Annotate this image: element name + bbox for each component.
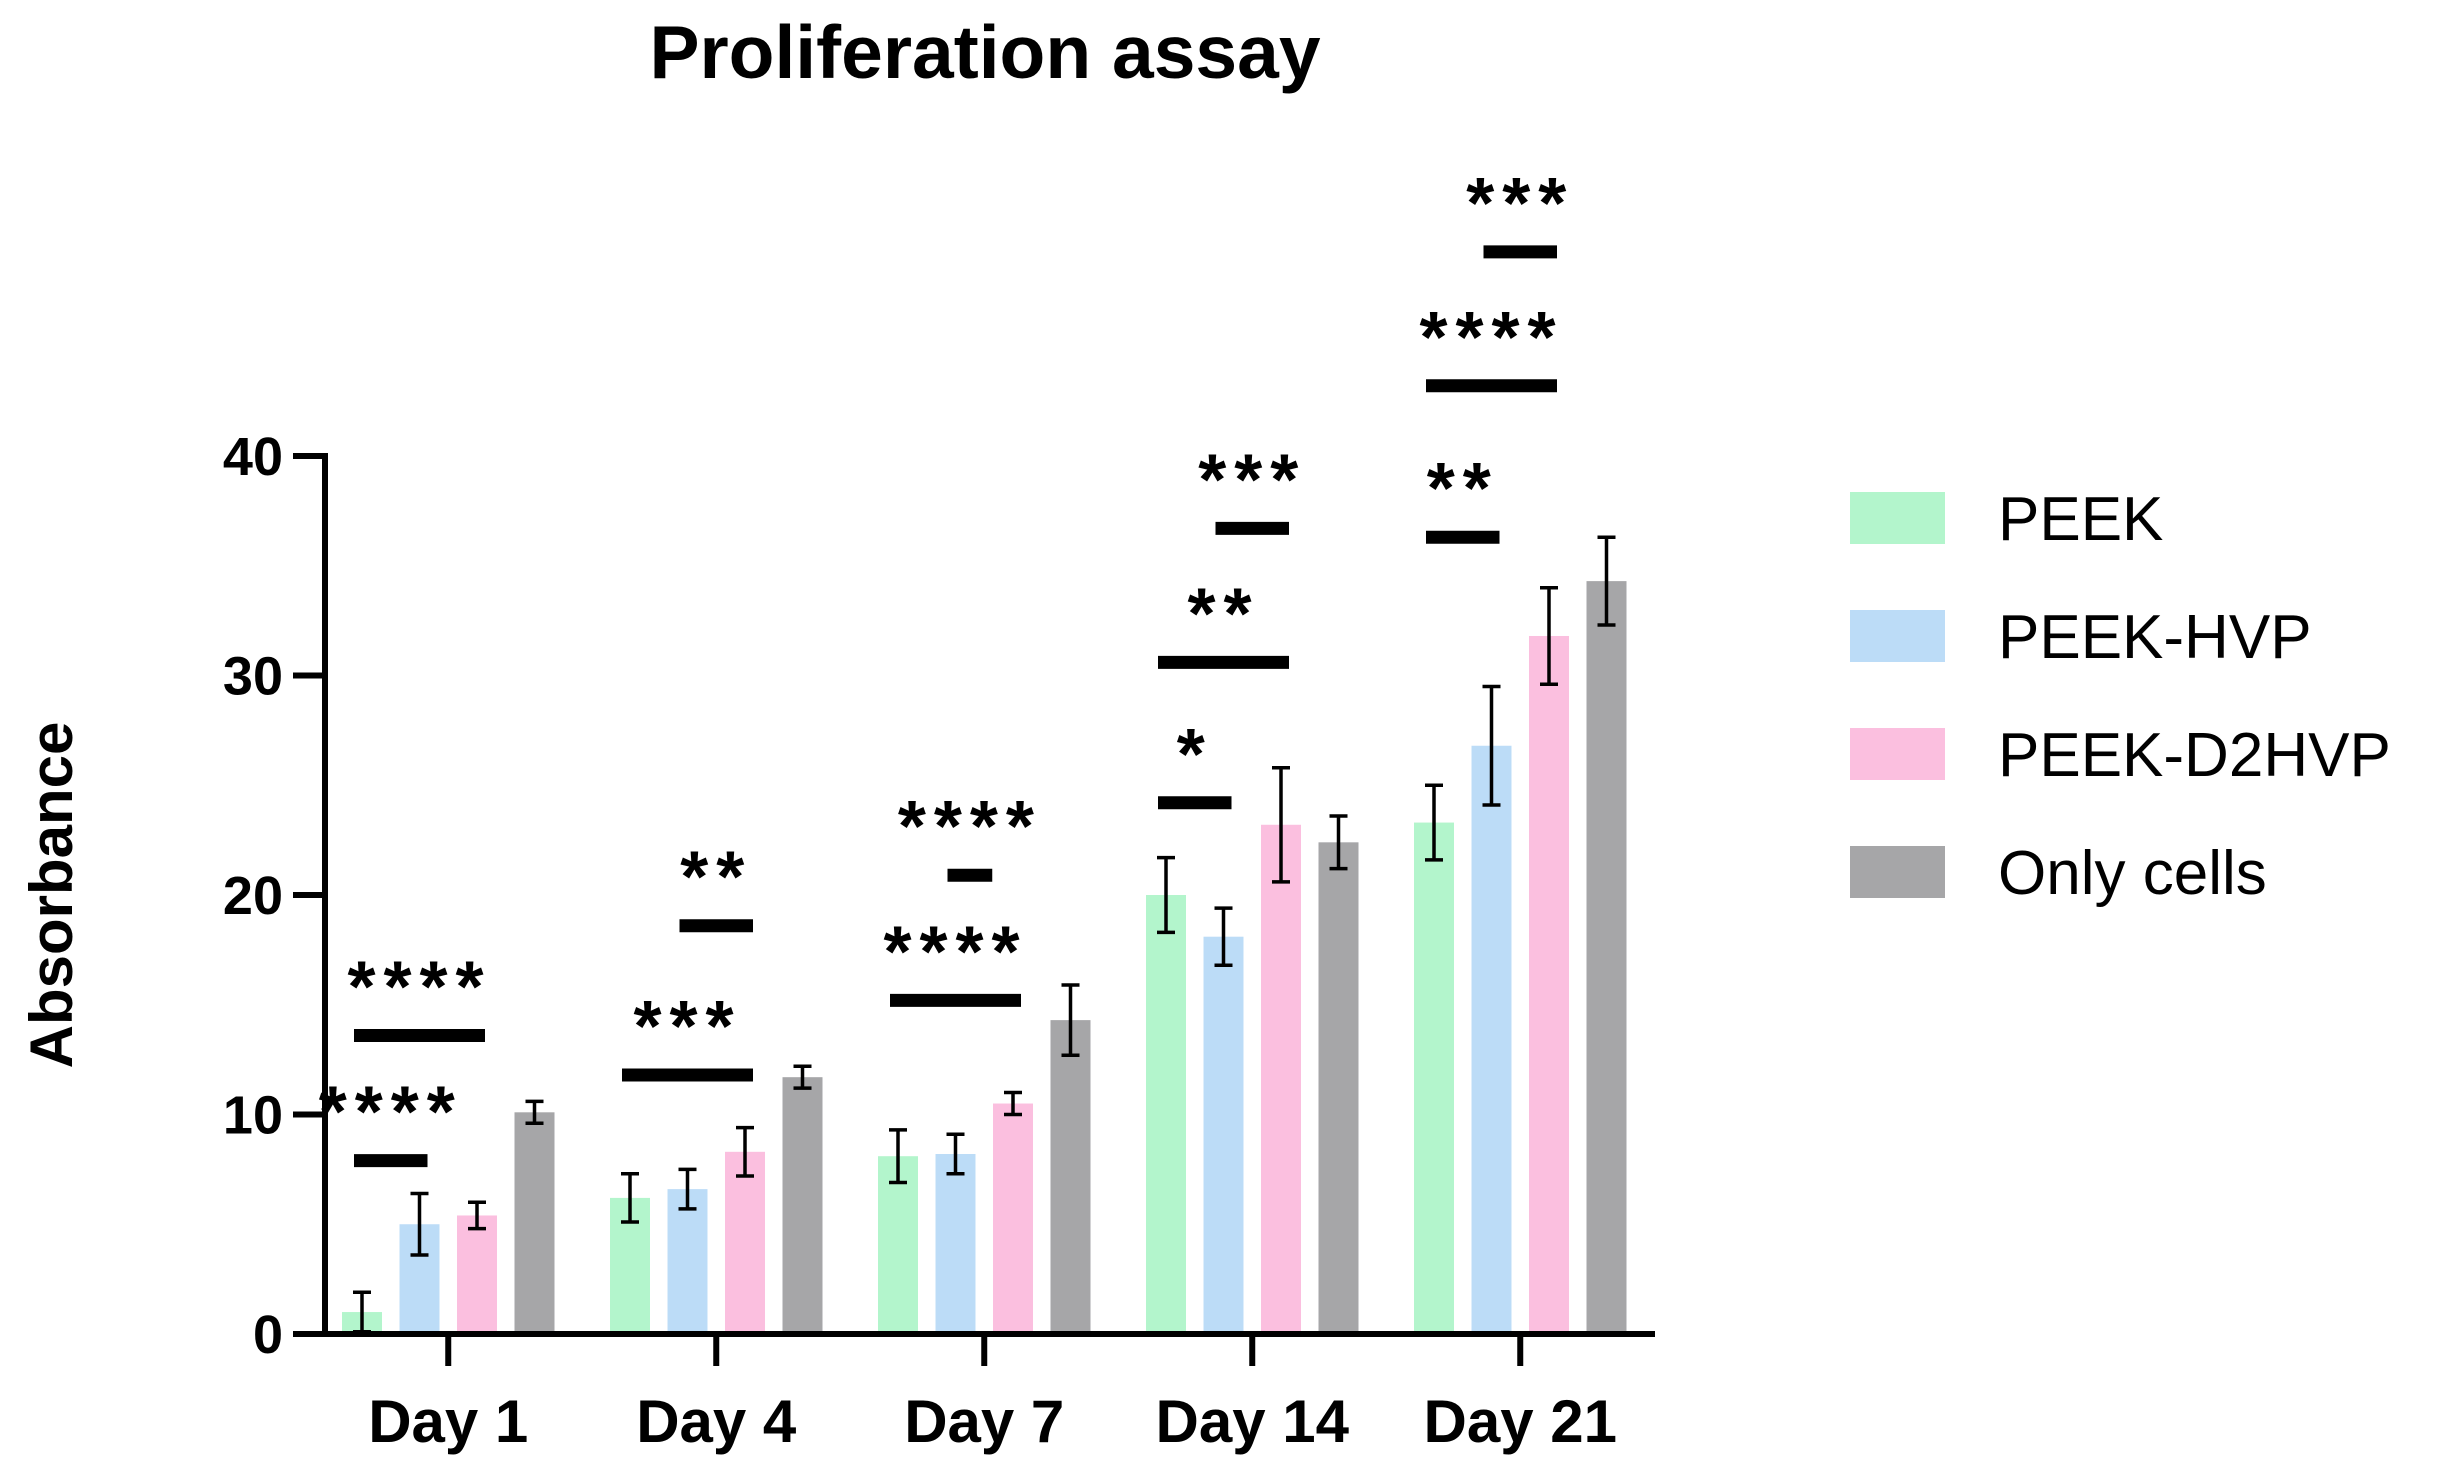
significance-label: ** (680, 838, 752, 918)
error-bar (1482, 684, 1501, 807)
y-axis-label: Absorbance (18, 722, 85, 1069)
significance-label: *** (1466, 164, 1574, 244)
error-bar (1214, 906, 1233, 967)
error-bar (525, 1099, 544, 1126)
error-bar (1061, 983, 1080, 1057)
error-bar (621, 1172, 639, 1224)
legend-swatch-peek-d2hvp (1850, 728, 1945, 780)
significance-label: * (1177, 715, 1213, 795)
bar-only-cells-4 (1586, 581, 1627, 1334)
significance-label: *** (1198, 440, 1306, 520)
bar-only-cells-3 (1318, 842, 1359, 1334)
error-bar (1272, 765, 1290, 884)
y-tick-label: 20 (223, 866, 283, 926)
legend-swatch-only-cells (1850, 846, 1945, 898)
y-tick-label: 0 (253, 1305, 283, 1365)
significance-label: **** (883, 912, 1027, 992)
bar-peek-d2hvp-0 (457, 1215, 497, 1334)
bar-peek-d2hvp-2 (993, 1103, 1033, 1334)
x-tick-label: Day 4 (636, 1388, 797, 1455)
legend-label-peek-d2hvp: PEEK-D2HVP (1998, 721, 2391, 790)
significance-label: **** (347, 947, 491, 1027)
error-bar (1329, 814, 1348, 871)
legend: PEEK PEEK-HVP PEEK-D2HVP Only cells (1850, 485, 2391, 908)
legend-swatch-peek (1850, 492, 1945, 544)
bar-peek-d2hvp-1 (725, 1151, 765, 1334)
significance-label: **** (1419, 298, 1563, 378)
x-tick-label: Day 7 (904, 1388, 1064, 1455)
significance-label: **** (898, 787, 1042, 867)
significance-label: ** (1427, 449, 1499, 529)
y-tick-label: 10 (223, 1086, 283, 1146)
error-bar (889, 1128, 907, 1185)
error-bar (736, 1125, 754, 1178)
bar-peek-d2hvp-3 (1261, 824, 1301, 1334)
bar-peek-hvp-3 (1203, 936, 1244, 1334)
bar-peek-d2hvp-4 (1529, 635, 1569, 1334)
x-tick-label: Day 21 (1424, 1388, 1617, 1455)
x-tick-label: Day 1 (368, 1388, 528, 1455)
error-bar (1425, 783, 1443, 862)
significance-label: ** (1187, 574, 1259, 654)
error-bar (468, 1200, 486, 1231)
error-bar (946, 1132, 965, 1176)
error-bar (1157, 855, 1175, 935)
error-bar (1540, 585, 1558, 687)
legend-label-only-cells: Only cells (1998, 839, 2267, 908)
error-bar (410, 1191, 429, 1257)
error-bar (1597, 535, 1616, 627)
chart-title: Proliferation assay (649, 10, 1320, 94)
y-tick-label: 40 (223, 427, 283, 487)
legend-swatch-peek-hvp (1850, 610, 1945, 662)
significance-label: **** (319, 1073, 463, 1153)
legend-label-peek: PEEK (1998, 485, 2163, 554)
bar-peek-3 (1146, 895, 1186, 1334)
y-tick-label: 30 (223, 647, 283, 707)
bar-only-cells-2 (1050, 1020, 1091, 1334)
error-bar (793, 1064, 812, 1090)
bar-peek-hvp-1 (667, 1189, 708, 1334)
bar-only-cells-1 (782, 1077, 823, 1334)
legend-label-peek-hvp: PEEK-HVP (1998, 603, 2312, 672)
bar-peek-4 (1414, 822, 1454, 1334)
error-bar (678, 1167, 697, 1211)
error-bar (1004, 1090, 1022, 1117)
bar-peek-hvp-4 (1471, 745, 1512, 1334)
bar-peek-hvp-2 (935, 1154, 976, 1334)
bar-peek-2 (878, 1156, 918, 1334)
significance-label: *** (633, 987, 741, 1067)
bar-only-cells-0 (514, 1112, 555, 1334)
x-tick-label: Day 14 (1156, 1388, 1350, 1455)
